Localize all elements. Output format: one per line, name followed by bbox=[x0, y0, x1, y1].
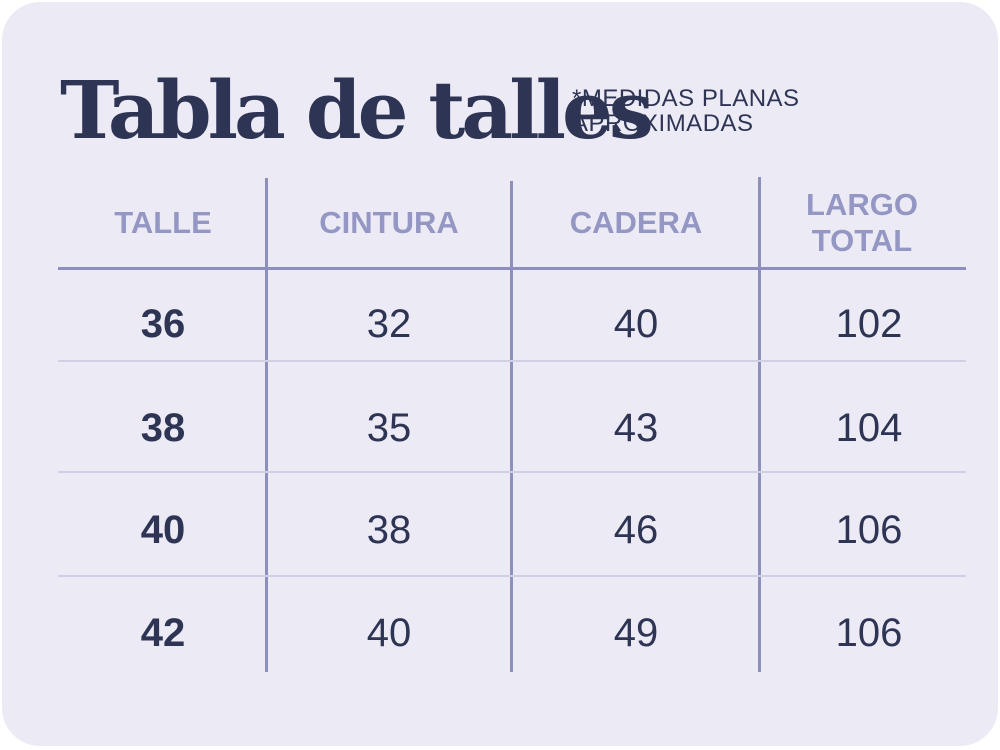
page-title: Tabla de talles bbox=[60, 63, 654, 157]
header-largo-label-line-1: LARGO bbox=[806, 187, 918, 222]
measurement-note-line-2: APROXIMADAS bbox=[572, 110, 754, 137]
measurement-note: *MEDIDAS PLANAS APROXIMADAS bbox=[572, 86, 872, 136]
table-row: 42 40 49 106 bbox=[0, 585, 1000, 681]
cell-talle: 40 bbox=[140, 507, 186, 552]
row-divider bbox=[58, 471, 966, 473]
header-cintura: CINTURA bbox=[268, 180, 510, 266]
table-row: 38 35 43 104 bbox=[0, 380, 1000, 476]
header-largo-label-line-2: TOTAL bbox=[811, 223, 913, 258]
cell-talle: 42 bbox=[140, 610, 186, 655]
cell-cintura: 35 bbox=[366, 405, 412, 450]
cell-talle: 36 bbox=[140, 301, 186, 346]
row-divider bbox=[58, 575, 966, 577]
cell-cadera: 46 bbox=[613, 507, 659, 552]
column-divider bbox=[510, 181, 513, 672]
header-talle-label: TALLE bbox=[114, 205, 212, 240]
cell-largo-total: 104 bbox=[835, 405, 903, 450]
cell-largo-total: 102 bbox=[835, 301, 903, 346]
row-divider bbox=[58, 360, 966, 362]
cell-cadera: 40 bbox=[613, 301, 659, 346]
header-talle: TALLE bbox=[60, 180, 266, 266]
cell-cintura: 40 bbox=[366, 610, 412, 655]
header-cadera: CADERA bbox=[512, 180, 760, 266]
cell-cadera: 43 bbox=[613, 405, 659, 450]
header-cintura-label: CINTURA bbox=[319, 205, 459, 240]
cell-largo-total: 106 bbox=[835, 610, 903, 655]
cell-cintura: 32 bbox=[366, 301, 412, 346]
table-row: 40 38 46 106 bbox=[0, 482, 1000, 578]
header-largo-total: LARGO TOTAL bbox=[762, 180, 962, 266]
column-divider bbox=[758, 177, 761, 672]
cell-cintura: 38 bbox=[366, 507, 412, 552]
header-divider bbox=[58, 267, 966, 270]
cell-largo-total: 106 bbox=[835, 507, 903, 552]
cell-talle: 38 bbox=[140, 405, 186, 450]
header-cadera-label: CADERA bbox=[569, 205, 703, 240]
table-row: 36 32 40 102 bbox=[0, 276, 1000, 372]
cell-cadera: 49 bbox=[613, 610, 659, 655]
column-divider bbox=[265, 178, 268, 672]
measurement-note-line-1: *MEDIDAS PLANAS bbox=[572, 85, 800, 112]
